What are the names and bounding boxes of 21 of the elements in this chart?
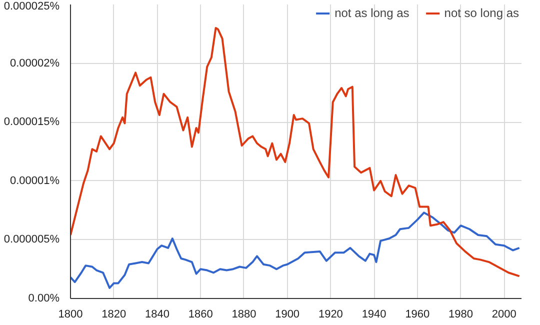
y-tick-label: 0.000015% <box>4 116 60 128</box>
y-tick-label: 0.000005% <box>4 234 60 246</box>
x-tick-label: 1980 <box>448 308 474 320</box>
x-tick-label: 1960 <box>405 308 430 320</box>
y-tick-label: 0.00% <box>28 292 60 304</box>
x-tick-label: 1800 <box>58 308 83 320</box>
line-series <box>70 27 520 278</box>
x-tick-label: 1860 <box>188 308 213 320</box>
line-series <box>70 212 520 289</box>
legend-label: not so long as <box>444 6 519 20</box>
x-tick-label: 1900 <box>275 308 300 320</box>
x-tick-label: 1840 <box>144 308 170 320</box>
x-tick-label: 2000 <box>492 308 516 320</box>
x-tick-label: 1940 <box>362 308 386 320</box>
y-tick-label: 0.00001% <box>10 174 60 187</box>
y-tick-label: 0.000025% <box>4 0 60 12</box>
legend-label: not as long as <box>334 6 410 20</box>
x-tick-label: 1880 <box>232 308 256 320</box>
x-tick-label: 1920 <box>318 308 343 320</box>
y-tick-label: 0.00002% <box>10 57 60 70</box>
x-tick-label: 1820 <box>102 308 126 320</box>
